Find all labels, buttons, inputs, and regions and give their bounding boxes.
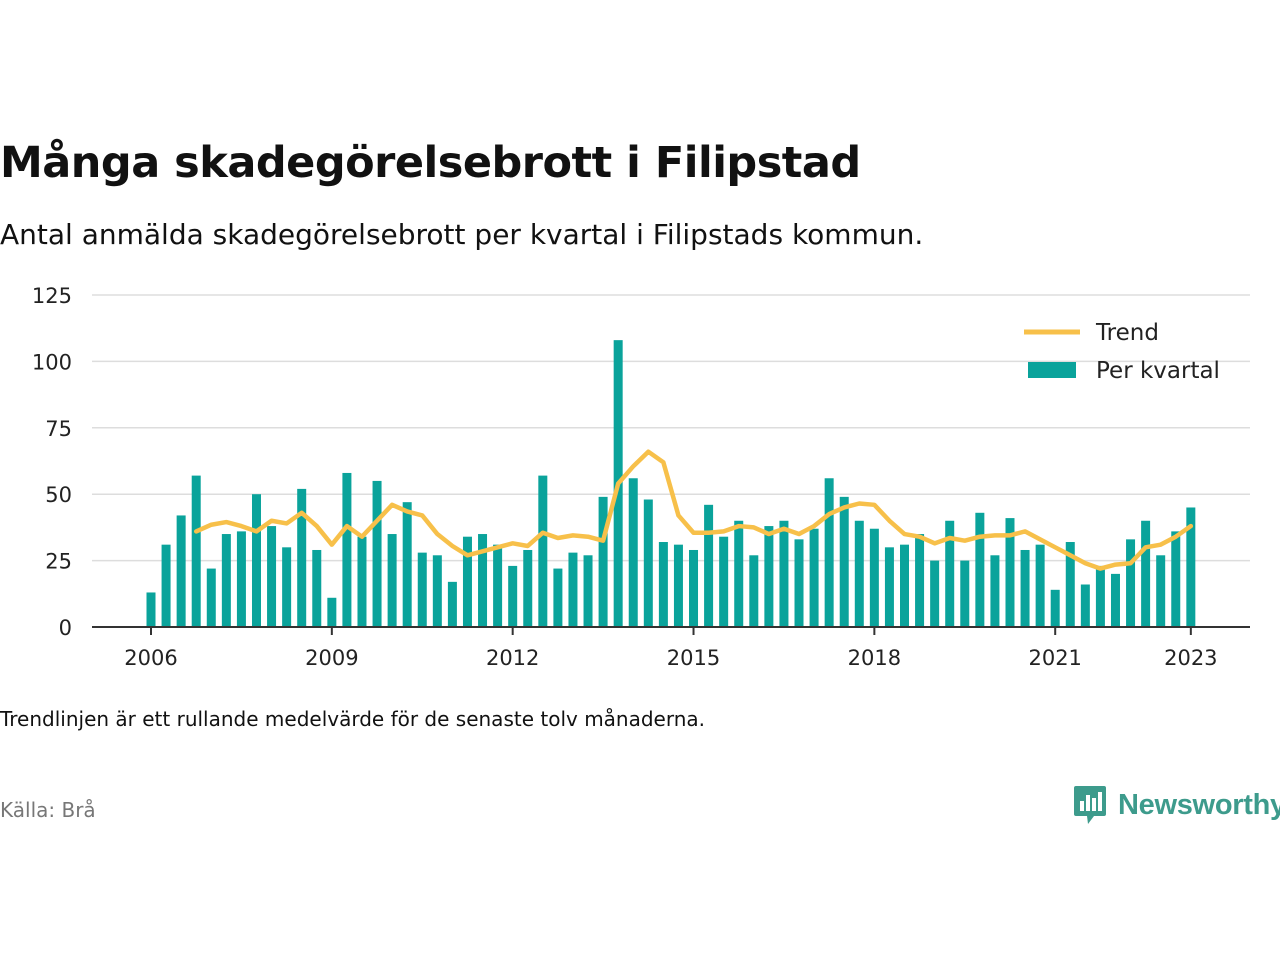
bar xyxy=(869,528,879,627)
bar xyxy=(538,475,548,627)
bar xyxy=(583,555,593,627)
bar xyxy=(809,528,819,627)
brand-name: Newsworthy xyxy=(1118,788,1280,821)
x-tick-label: 2023 xyxy=(1164,646,1217,670)
legend-bar-label: Per kvartal xyxy=(1096,358,1220,384)
bar xyxy=(161,544,171,627)
bar xyxy=(1065,542,1075,627)
y-tick-label: 50 xyxy=(45,483,72,507)
bar xyxy=(930,560,940,627)
bar xyxy=(342,472,352,627)
bar xyxy=(478,534,488,627)
bar xyxy=(282,547,292,627)
newsworthy-logo-icon xyxy=(1074,786,1106,824)
x-tick-label: 2015 xyxy=(667,646,720,670)
bar xyxy=(462,536,472,627)
x-axis: 2006 2009 2012 2015 2018 2021 2023 xyxy=(92,626,1250,670)
bar xyxy=(508,565,518,627)
trend-line-group xyxy=(193,449,1194,571)
bar xyxy=(447,581,457,627)
bar xyxy=(673,544,683,627)
bar xyxy=(312,549,322,627)
bar xyxy=(1110,573,1120,627)
bar xyxy=(900,544,909,627)
bar xyxy=(1035,544,1045,627)
bar xyxy=(704,504,714,627)
bar xyxy=(236,531,246,627)
bar xyxy=(915,534,925,627)
bar xyxy=(945,520,955,627)
x-tick-label: 2018 xyxy=(848,646,901,670)
bar xyxy=(146,592,156,627)
x-tick-label: 2009 xyxy=(305,646,358,670)
bar xyxy=(990,555,1000,627)
chart-subtitle: Antal anmälda skadegörelsebrott per kvar… xyxy=(0,218,924,251)
bar xyxy=(176,515,186,627)
bar xyxy=(1171,531,1181,627)
bar xyxy=(1020,549,1030,627)
bar xyxy=(206,568,216,627)
bar xyxy=(975,512,985,627)
bar xyxy=(553,568,563,627)
bar xyxy=(357,536,367,627)
bar xyxy=(417,552,427,627)
legend: Trend Per kvartal xyxy=(1024,320,1220,384)
bar xyxy=(824,478,834,627)
bar xyxy=(568,552,578,627)
legend-trend-label: Trend xyxy=(1095,320,1159,346)
bar xyxy=(779,520,789,627)
bar xyxy=(854,520,864,627)
y-tick-label: 0 xyxy=(59,616,72,640)
source-label: Källa: Brå xyxy=(0,798,96,822)
legend-bar-swatch xyxy=(1028,362,1076,378)
bar xyxy=(794,539,804,627)
bar xyxy=(1005,518,1015,627)
bar xyxy=(1186,507,1196,627)
bar xyxy=(327,597,337,627)
x-tick-label: 2021 xyxy=(1028,646,1081,670)
bar xyxy=(719,536,729,627)
bar xyxy=(493,544,503,627)
bar xyxy=(251,494,261,627)
bar xyxy=(598,496,608,627)
footnote: Trendlinjen är ett rullande medelvärde f… xyxy=(0,707,706,731)
bar xyxy=(1126,539,1136,627)
bar xyxy=(1095,565,1105,627)
bar xyxy=(432,555,442,627)
y-tick-label: 75 xyxy=(45,417,72,441)
bar xyxy=(628,478,638,627)
y-tick-label: 125 xyxy=(32,284,72,308)
y-tick-label: 25 xyxy=(45,550,72,574)
bar xyxy=(749,555,759,627)
bar xyxy=(191,475,201,627)
y-tick-label: 100 xyxy=(32,350,72,374)
chart-title: Många skadegörelsebrott i Filipstad xyxy=(0,138,861,188)
x-tick-label: 2012 xyxy=(486,646,539,670)
bar xyxy=(960,560,970,627)
bar xyxy=(267,526,277,627)
bar xyxy=(372,480,382,627)
brand-logo[interactable]: Newsworthy xyxy=(1072,784,1280,826)
bar xyxy=(523,549,533,627)
bar xyxy=(387,534,397,627)
x-tick-label: 2006 xyxy=(124,646,177,670)
bar xyxy=(734,520,744,627)
bar xyxy=(689,549,699,627)
bar xyxy=(221,534,231,627)
bar xyxy=(884,547,894,627)
gridlines: 0 25 50 75 100 125 xyxy=(32,284,1250,640)
bar xyxy=(1080,584,1090,627)
bar xyxy=(1141,520,1151,627)
bar xyxy=(1156,555,1166,627)
bar xyxy=(658,542,668,627)
bar xyxy=(839,496,849,627)
bar xyxy=(1050,589,1060,627)
bar xyxy=(764,526,774,627)
bar xyxy=(402,502,412,627)
bar xyxy=(297,488,307,627)
bar xyxy=(643,499,653,627)
bars xyxy=(146,340,1196,627)
trend-line xyxy=(193,449,1194,571)
